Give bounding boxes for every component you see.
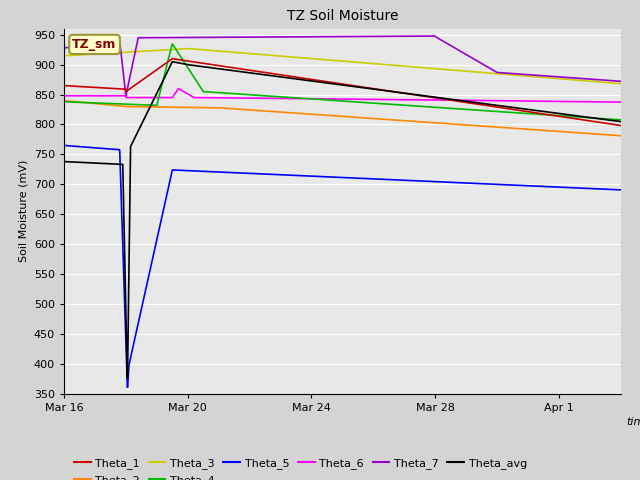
Theta_7 <box>122 93 130 98</box>
Theta_4 <box>601 116 609 121</box>
Theta_4 <box>60 99 68 105</box>
Theta_7 <box>617 78 625 84</box>
Theta_avg <box>332 81 339 87</box>
Theta_avg <box>499 103 507 109</box>
Line: Theta_1: Theta_1 <box>64 59 621 125</box>
Theta_6 <box>88 93 96 99</box>
Theta_2 <box>499 125 506 131</box>
Theta_1 <box>499 105 506 111</box>
Theta_6 <box>499 98 506 104</box>
Theta_6 <box>60 93 68 99</box>
Theta_7 <box>316 34 324 39</box>
Theta_5 <box>331 174 339 180</box>
Text: TZ_sm: TZ_sm <box>72 38 116 51</box>
Text: time: time <box>627 417 640 427</box>
Theta_7 <box>60 45 68 51</box>
Line: Theta_7: Theta_7 <box>64 36 621 96</box>
Theta_5 <box>124 384 131 390</box>
Theta_1 <box>60 83 68 88</box>
Theta_2 <box>331 113 339 119</box>
Theta_3 <box>88 51 96 57</box>
Theta_6 <box>331 96 339 102</box>
Line: Theta_2: Theta_2 <box>64 101 621 136</box>
Theta_1 <box>316 78 324 84</box>
Theta_6 <box>601 99 609 105</box>
Theta_3 <box>601 80 609 85</box>
Theta_avg <box>60 159 68 165</box>
Theta_1 <box>617 122 625 128</box>
Theta_6 <box>617 99 625 105</box>
Y-axis label: Soil Moisture (mV): Soil Moisture (mV) <box>19 160 28 263</box>
Theta_avg <box>601 117 609 122</box>
Theta_avg <box>88 160 96 166</box>
Theta_1 <box>168 56 176 61</box>
Line: Theta_4: Theta_4 <box>64 44 621 120</box>
Theta_2 <box>60 98 68 104</box>
Theta_6 <box>316 96 324 102</box>
Theta_2 <box>600 132 608 137</box>
Theta_4 <box>331 97 339 103</box>
Line: Theta_6: Theta_6 <box>64 89 621 102</box>
Theta_3 <box>499 71 506 77</box>
Theta_avg <box>124 376 131 382</box>
Theta_7 <box>499 70 507 76</box>
Theta_5 <box>601 186 609 192</box>
Theta_avg <box>602 117 609 122</box>
Theta_3 <box>331 58 339 63</box>
Theta_7 <box>431 33 439 39</box>
Theta_avg <box>617 119 625 124</box>
Theta_3 <box>316 57 324 62</box>
Theta_4 <box>168 41 176 47</box>
Theta_2 <box>316 112 324 118</box>
Theta_4 <box>601 116 609 121</box>
Theta_1 <box>601 120 609 126</box>
Theta_2 <box>601 132 609 137</box>
Theta_5 <box>316 174 324 180</box>
Theta_5 <box>617 187 625 193</box>
Theta_4 <box>88 100 96 106</box>
Theta_4 <box>499 109 506 115</box>
Line: Theta_3: Theta_3 <box>64 48 621 84</box>
Theta_2 <box>88 100 96 106</box>
Title: TZ Soil Moisture: TZ Soil Moisture <box>287 10 398 24</box>
Legend: Theta_1, Theta_2, Theta_3, Theta_4, Theta_5, Theta_6, Theta_7, Theta_avg: Theta_1, Theta_2, Theta_3, Theta_4, Thet… <box>70 454 531 480</box>
Theta_1 <box>88 84 96 90</box>
Theta_1 <box>331 80 339 86</box>
Theta_5 <box>499 182 506 188</box>
Theta_4 <box>617 117 625 123</box>
Theta_avg <box>317 79 324 85</box>
Line: Theta_5: Theta_5 <box>64 145 621 387</box>
Theta_7 <box>88 41 96 47</box>
Line: Theta_avg: Theta_avg <box>64 62 621 379</box>
Theta_3 <box>601 80 609 85</box>
Theta_5 <box>60 143 68 148</box>
Theta_3 <box>60 53 68 59</box>
Theta_4 <box>316 96 324 102</box>
Theta_1 <box>601 120 609 126</box>
Theta_7 <box>601 77 609 83</box>
Theta_7 <box>602 77 609 83</box>
Theta_5 <box>88 145 96 151</box>
Theta_6 <box>175 86 182 92</box>
Theta_5 <box>601 186 609 192</box>
Theta_3 <box>184 46 191 51</box>
Theta_avg <box>168 59 176 65</box>
Theta_6 <box>601 99 609 105</box>
Theta_3 <box>617 81 625 86</box>
Theta_7 <box>331 34 339 39</box>
Theta_2 <box>617 133 625 139</box>
